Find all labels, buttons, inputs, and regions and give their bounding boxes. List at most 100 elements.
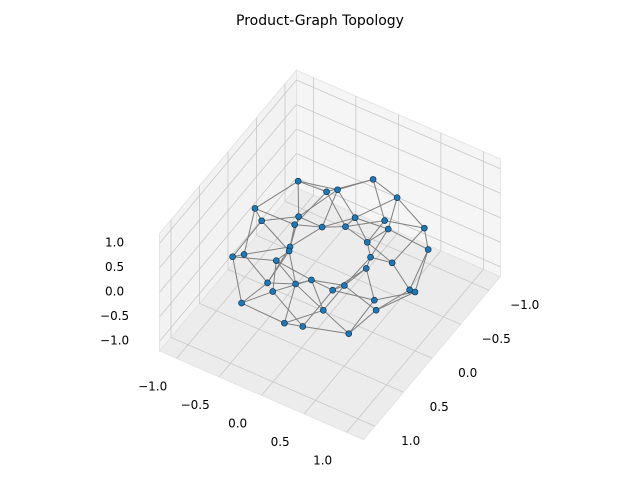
node	[229, 253, 236, 261]
edge	[344, 285, 377, 311]
edge	[284, 309, 324, 324]
node	[371, 296, 378, 304]
edge	[322, 309, 350, 335]
y-tick-label: 0.5	[430, 400, 449, 414]
node	[411, 288, 419, 296]
edge	[348, 309, 377, 335]
y-tick-label: 0.0	[458, 366, 477, 380]
edge	[261, 220, 290, 252]
edge	[322, 217, 356, 228]
node	[294, 177, 302, 185]
grid-line	[296, 177, 501, 268]
edge	[297, 180, 327, 193]
edge	[241, 282, 268, 304]
node	[372, 306, 380, 314]
grid-line	[296, 79, 501, 170]
node	[384, 225, 392, 233]
node	[363, 238, 371, 246]
node	[308, 276, 315, 284]
node	[381, 217, 388, 224]
edge	[267, 282, 296, 285]
edge	[276, 260, 312, 281]
edge	[387, 228, 429, 250]
edge	[294, 224, 323, 228]
node	[285, 247, 293, 255]
edge	[272, 291, 304, 327]
z-tick-label: 0.5	[105, 260, 124, 274]
node	[393, 194, 401, 201]
edge	[289, 226, 323, 248]
x-tick-label: 0.0	[228, 416, 247, 430]
edge	[322, 285, 345, 311]
node	[342, 223, 349, 230]
edge	[272, 260, 277, 292]
node	[351, 214, 359, 222]
node	[318, 223, 326, 231]
z-tick-label: −0.5	[100, 309, 129, 323]
edge	[375, 289, 410, 311]
edge	[370, 256, 393, 264]
grid-line	[296, 128, 501, 219]
node	[264, 279, 271, 287]
edge	[243, 208, 256, 255]
edge	[345, 220, 385, 228]
edge	[241, 302, 285, 324]
grid-line	[170, 337, 376, 427]
edge	[354, 217, 389, 230]
edge	[423, 228, 429, 250]
edge	[232, 220, 263, 258]
edge	[232, 256, 277, 262]
y-tick-label: −1.0	[510, 298, 539, 312]
edge	[366, 241, 393, 264]
edge	[409, 249, 429, 291]
edge	[302, 325, 349, 335]
grid-line	[227, 269, 433, 359]
edge	[298, 180, 338, 191]
edge	[354, 217, 368, 243]
z-tick-label: 0.0	[105, 285, 124, 299]
grid-line	[199, 303, 404, 393]
chart-title: Product-Graph Topology	[236, 13, 404, 29]
edge	[365, 268, 375, 301]
edge	[267, 246, 291, 284]
edge	[348, 299, 375, 334]
node	[272, 257, 280, 264]
node	[367, 253, 374, 261]
edge	[254, 208, 295, 226]
edge	[272, 279, 312, 293]
node	[281, 319, 288, 327]
edge	[254, 180, 299, 209]
node	[299, 323, 307, 330]
edge	[243, 246, 291, 255]
edge	[298, 189, 338, 218]
edge	[354, 197, 398, 219]
node	[258, 217, 265, 225]
grid-line	[159, 153, 297, 317]
node	[362, 265, 370, 272]
edge	[311, 279, 345, 286]
node	[329, 286, 336, 294]
edge	[326, 191, 346, 227]
edge	[414, 249, 429, 293]
node	[323, 188, 330, 196]
edge	[372, 178, 398, 199]
node	[320, 307, 327, 314]
node	[421, 224, 428, 232]
node	[251, 205, 259, 212]
node	[341, 282, 348, 289]
edge	[384, 220, 425, 229]
node	[388, 259, 396, 267]
node	[295, 213, 302, 220]
edge	[391, 227, 425, 264]
node	[291, 221, 298, 228]
node	[240, 251, 248, 258]
edge	[298, 216, 323, 228]
edge	[310, 279, 324, 311]
edge	[396, 197, 425, 229]
y-tick-label: −0.5	[482, 332, 511, 346]
edge	[241, 291, 273, 304]
edge	[345, 226, 368, 243]
edge	[288, 250, 297, 285]
